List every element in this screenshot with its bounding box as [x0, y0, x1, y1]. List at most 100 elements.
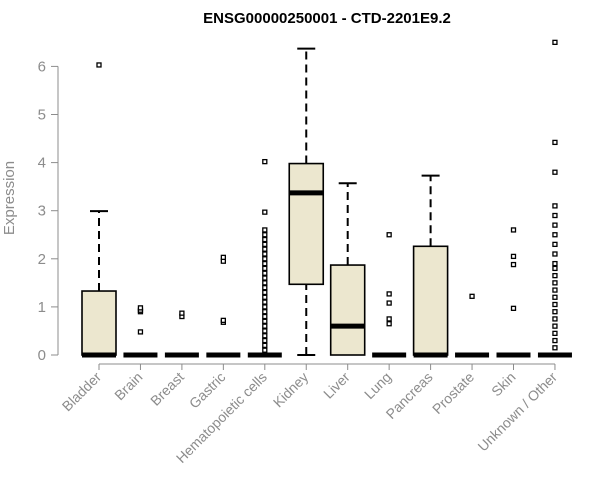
outlier-point: [552, 330, 558, 337]
outlier-point: [510, 253, 517, 260]
box-lung: [372, 232, 407, 358]
box-prostate: [455, 293, 490, 358]
outlier-point: [262, 323, 268, 329]
outlier-point: [262, 333, 268, 339]
outlier-point: [137, 329, 144, 335]
box-hematopoietic-cells: [247, 158, 282, 358]
outlier-point: [386, 291, 392, 297]
outlier-point: [262, 256, 268, 262]
outlier-point: [262, 227, 268, 233]
outlier-point: [510, 305, 517, 311]
outlier-point: [262, 232, 268, 238]
outlier-point: [552, 139, 558, 146]
outlier-point: [552, 169, 558, 175]
outlier-point: [386, 321, 392, 327]
outlier-point: [96, 62, 102, 68]
outlier-point: [262, 285, 268, 291]
outlier-point: [179, 310, 185, 316]
outlier-point: [552, 316, 558, 322]
outlier-point: [262, 251, 268, 257]
outlier-point: [386, 316, 392, 322]
box-breast: [164, 310, 199, 358]
x-tick-label: Liver: [320, 369, 353, 402]
outlier-point: [262, 309, 268, 315]
outlier-point: [262, 275, 268, 281]
box-iqr: [81, 290, 117, 356]
outlier-point: [552, 337, 558, 344]
outlier-point: [552, 323, 558, 329]
x-tick-label: Brain: [111, 369, 145, 403]
outlier-point: [552, 39, 558, 45]
outlier-point: [552, 272, 558, 279]
outlier-point: [386, 232, 392, 238]
outlier-point: [510, 261, 517, 268]
outlier-point: [262, 260, 268, 267]
outlier-point: [552, 265, 558, 272]
outlier-point: [552, 203, 558, 209]
outlier-point: [220, 254, 227, 261]
box-iqr: [288, 162, 325, 286]
outlier-point: [137, 305, 144, 311]
outlier-point: [262, 347, 268, 353]
outlier-point: [262, 294, 268, 300]
outlier-point: [262, 342, 268, 349]
outlier-point: [262, 280, 268, 286]
outlier-point: [262, 318, 268, 324]
outlier-point: [262, 337, 268, 344]
y-tick-label: 3: [38, 203, 46, 220]
y-axis: 0 1 2 3 4 5 6: [38, 58, 59, 364]
outlier-point: [552, 260, 558, 267]
y-tick-label: 2: [38, 251, 46, 268]
y-axis-label: Expression: [1, 161, 18, 235]
outlier-point: [220, 317, 227, 324]
box-unknown-other: [537, 39, 572, 358]
box-kidney: [288, 47, 325, 356]
outlier-point: [262, 209, 268, 215]
box-brain: [123, 305, 158, 358]
outlier-point: [262, 304, 268, 310]
outlier-point: [262, 313, 268, 320]
box-bladder: [81, 62, 117, 358]
outlier-point: [262, 265, 268, 272]
outlier-point: [262, 246, 268, 252]
box-skin: [496, 227, 531, 358]
outlier-point: [262, 236, 268, 243]
outlier-point: [552, 294, 558, 300]
outlier-point: [386, 300, 392, 306]
outlier-point: [510, 227, 517, 233]
box-liver: [329, 182, 366, 356]
outlier-point: [552, 287, 558, 293]
outlier-point: [552, 212, 558, 219]
outlier-point: [552, 232, 558, 238]
outlier-point: [262, 289, 268, 296]
outlier-point: [262, 241, 268, 248]
x-tick-label: Skin: [488, 369, 519, 400]
y-tick-label: 4: [38, 155, 46, 172]
outlier-point: [469, 293, 475, 299]
x-tick-label: Kidney: [270, 369, 312, 411]
outlier-point: [552, 345, 558, 351]
outlier-point: [552, 301, 558, 308]
outlier-point: [262, 328, 268, 334]
outlier-point: [262, 270, 268, 276]
outlier-point: [262, 158, 268, 165]
box-iqr: [329, 264, 366, 356]
x-tick-label: Bladder: [59, 369, 105, 415]
x-tick-label: Unknown / Other: [474, 369, 560, 455]
x-tick-label: Prostate: [429, 369, 477, 417]
y-tick-label: 6: [38, 58, 46, 75]
x-tick-label: Breast: [147, 369, 187, 409]
box-iqr: [412, 245, 449, 356]
y-tick-label: 5: [38, 107, 46, 124]
box-pancreas: [412, 174, 449, 358]
outlier-point: [552, 222, 558, 228]
outlier-point: [552, 251, 558, 257]
outlier-point: [552, 280, 558, 286]
outlier-point: [262, 299, 268, 305]
box-series: [81, 39, 572, 358]
y-tick-label: 1: [38, 299, 46, 316]
chart-title: ENSG00000250001 - CTD-2201E9.2: [203, 10, 451, 27]
box-gastric: [206, 254, 241, 358]
